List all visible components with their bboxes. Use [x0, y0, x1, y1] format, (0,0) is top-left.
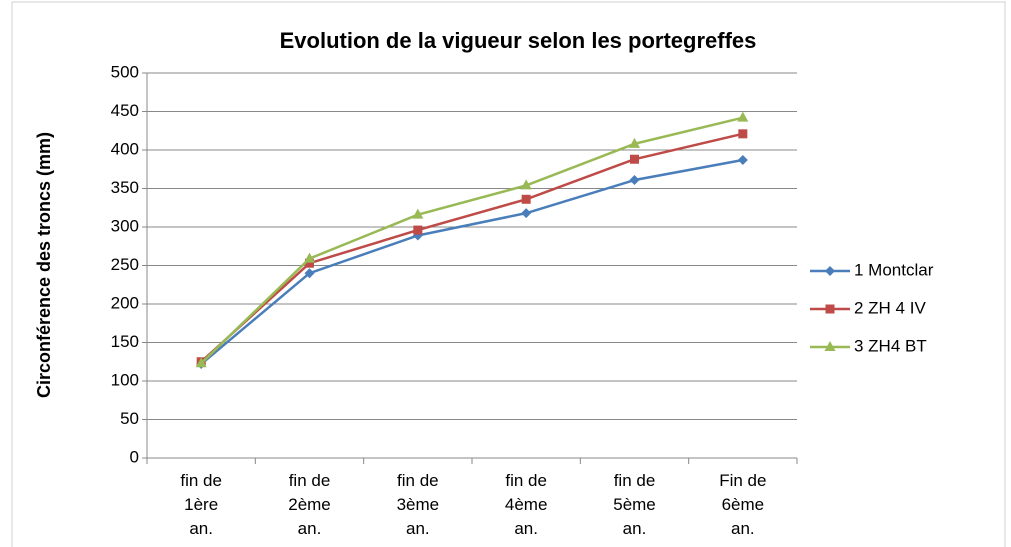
- x-tick-label: fin de 5ème an.: [613, 471, 656, 538]
- point: [630, 154, 639, 164]
- y-tick-label: 0: [130, 447, 139, 466]
- point: [521, 208, 532, 219]
- y-tick-label: 500: [111, 62, 139, 81]
- x-tick-label: fin de 1ère an.: [180, 471, 222, 538]
- point: [195, 357, 207, 368]
- legend-label: 1 Montclar: [854, 260, 934, 279]
- y-tick-label: 150: [111, 332, 139, 351]
- point: [629, 175, 640, 186]
- x-tick-label: fin de 3ème an.: [397, 471, 440, 538]
- y-tick-label: 200: [111, 293, 139, 312]
- y-tick-label: 450: [111, 101, 139, 120]
- legend-label: 3 ZH4 BT: [854, 336, 927, 355]
- legend-marker: [825, 304, 835, 314]
- y-tick-label: 400: [111, 139, 139, 158]
- point: [520, 179, 532, 190]
- legend-marker: [824, 341, 836, 351]
- point: [737, 155, 748, 166]
- y-tick-label: 100: [111, 370, 139, 389]
- y-tick-label: 300: [111, 216, 139, 235]
- point: [737, 111, 749, 122]
- x-tick-label: Fin de 6ème an.: [719, 471, 766, 538]
- y-tick-label: 350: [111, 178, 139, 197]
- series-line: [200, 158, 744, 366]
- point: [521, 194, 531, 204]
- x-tick-label: fin de 4ème an.: [505, 471, 548, 538]
- point: [304, 252, 315, 263]
- point: [738, 129, 748, 139]
- point: [412, 208, 424, 219]
- chart-border: [11, 1, 1006, 547]
- y-tick-label: 50: [120, 409, 139, 428]
- series-line: [200, 116, 744, 365]
- point: [305, 258, 314, 268]
- legend-label: 2 ZH 4 IV: [854, 298, 926, 317]
- chart-title: Evolution de la vigueur selon les porteg…: [280, 28, 757, 53]
- y-tick-label: 250: [111, 255, 139, 274]
- point: [629, 137, 640, 148]
- legend-marker: [825, 266, 835, 276]
- y-axis-label: Circonférence des troncs (mm): [34, 132, 54, 398]
- x-tick-label: fin de 2ème an.: [288, 471, 331, 538]
- point: [413, 225, 423, 235]
- point: [304, 268, 315, 279]
- series-line: [200, 132, 744, 363]
